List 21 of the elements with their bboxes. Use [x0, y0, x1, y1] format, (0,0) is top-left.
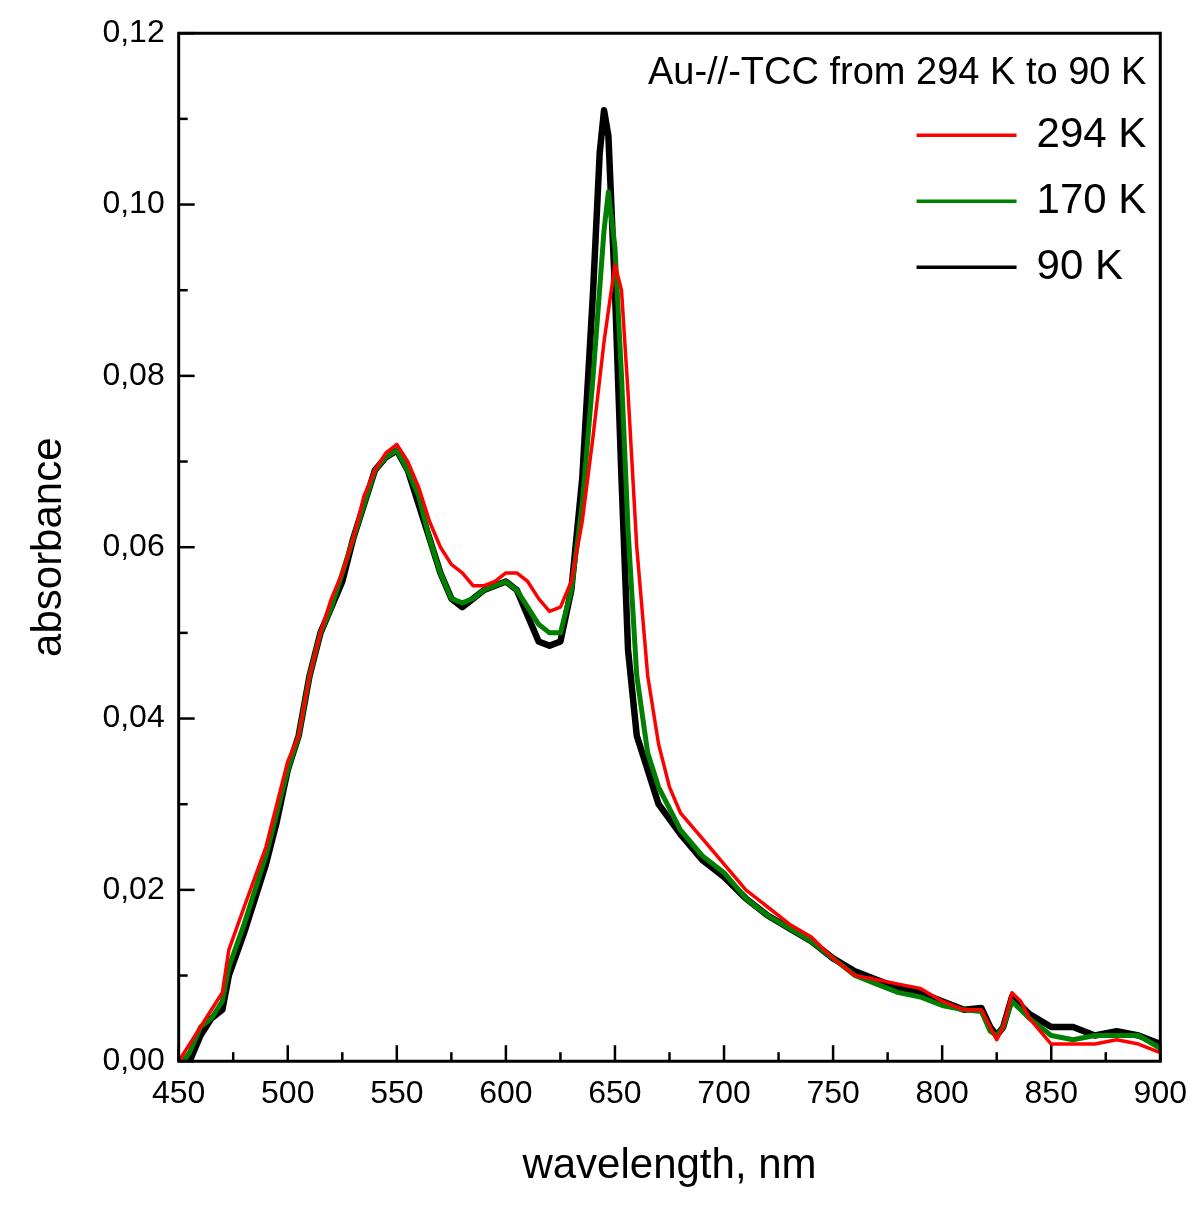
x-tick-label: 550	[370, 1074, 424, 1111]
y-tick-label: 0,04	[102, 698, 165, 735]
y-tick-label: 0,02	[102, 869, 165, 906]
y-tick-label: 0,08	[102, 355, 165, 392]
y-tick-label: 0,06	[102, 527, 165, 564]
x-axis-title: wavelength, nm	[521, 1140, 817, 1188]
legend-label: 170 K	[1036, 174, 1147, 222]
x-tick-label: 600	[479, 1074, 533, 1111]
y-axis-title: absorbance	[22, 437, 70, 657]
x-tick-label: 500	[261, 1074, 315, 1111]
y-tick-label: 0,10	[102, 184, 165, 221]
y-tick-label: 0,12	[102, 13, 165, 50]
x-tick-label: 800	[915, 1074, 969, 1111]
x-tick-label: 650	[588, 1074, 642, 1111]
x-tick-label: 850	[1024, 1074, 1078, 1111]
legend-title: Au-//-TCC from 294 K to 90 K	[647, 49, 1147, 92]
x-tick-label: 700	[697, 1074, 751, 1111]
x-tick-label: 750	[806, 1074, 860, 1111]
legend-label: 90 K	[1036, 240, 1123, 288]
x-tick-label: 900	[1133, 1074, 1187, 1111]
legend-label: 294 K	[1036, 108, 1147, 156]
